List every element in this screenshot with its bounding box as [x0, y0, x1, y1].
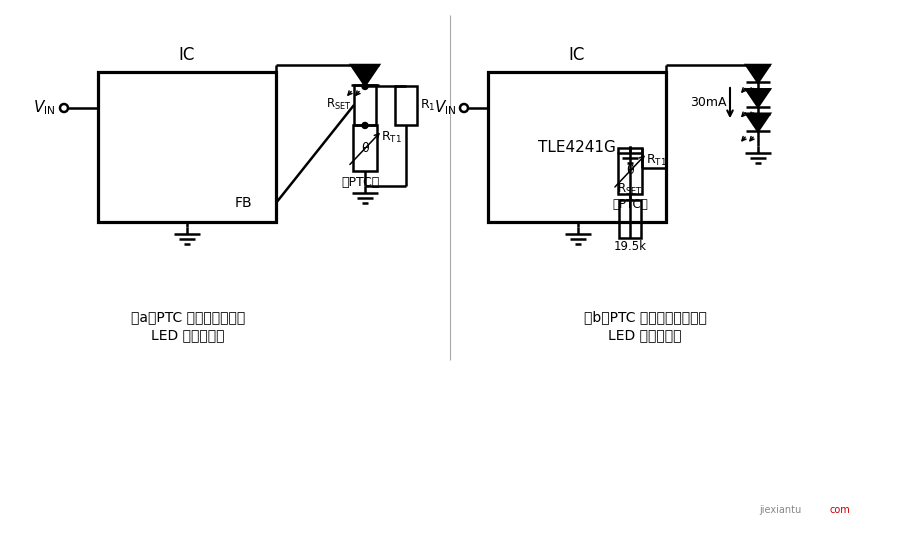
Text: （a）PTC 热敏电阻连接在: （a）PTC 热敏电阻连接在 [130, 310, 245, 324]
Text: IC: IC [569, 46, 585, 64]
Text: θ: θ [361, 142, 369, 155]
Text: 19.5k: 19.5k [614, 240, 646, 253]
Text: IC: IC [179, 46, 195, 64]
Polygon shape [746, 114, 769, 131]
Text: LED 电流通路中: LED 电流通路中 [608, 328, 682, 342]
Polygon shape [746, 65, 769, 82]
Text: LED 电流通路中: LED 电流通路中 [151, 328, 225, 342]
Bar [354, 85, 376, 126]
Text: R$_\mathregular{T1}$: R$_\mathregular{T1}$ [381, 130, 402, 145]
Text: FB: FB [234, 196, 252, 210]
Circle shape [362, 83, 368, 90]
Text: 30mA: 30mA [690, 97, 727, 110]
Bar [619, 200, 641, 238]
Bar [98, 72, 276, 222]
Text: $V_\mathrm{IN}$: $V_\mathrm{IN}$ [434, 99, 456, 118]
Bar [618, 148, 642, 194]
Bar [395, 86, 417, 126]
Polygon shape [746, 89, 769, 107]
Text: （PTC）: （PTC） [341, 177, 379, 190]
Text: R$_\mathregular{SET}$: R$_\mathregular{SET}$ [617, 182, 643, 197]
Text: com: com [830, 505, 850, 515]
Text: TLE4241G: TLE4241G [538, 140, 616, 155]
Bar [353, 126, 377, 171]
Text: （PTC）: （PTC） [612, 198, 648, 211]
Circle shape [362, 122, 368, 128]
Text: R$_\mathregular{1}$: R$_\mathregular{1}$ [420, 97, 436, 113]
Bar [488, 72, 666, 222]
Polygon shape [351, 65, 379, 85]
Text: $V_\mathrm{IN}$: $V_\mathrm{IN}$ [32, 99, 55, 118]
Text: （b）PTC 热敏电阻未连接在: （b）PTC 热敏电阻未连接在 [583, 310, 706, 324]
Text: jiexiantu: jiexiantu [759, 505, 801, 515]
Text: R$_\mathregular{SET}$: R$_\mathregular{SET}$ [326, 97, 352, 112]
Text: R$_\mathregular{T1}$: R$_\mathregular{T1}$ [646, 153, 667, 168]
Text: θ: θ [626, 164, 634, 178]
